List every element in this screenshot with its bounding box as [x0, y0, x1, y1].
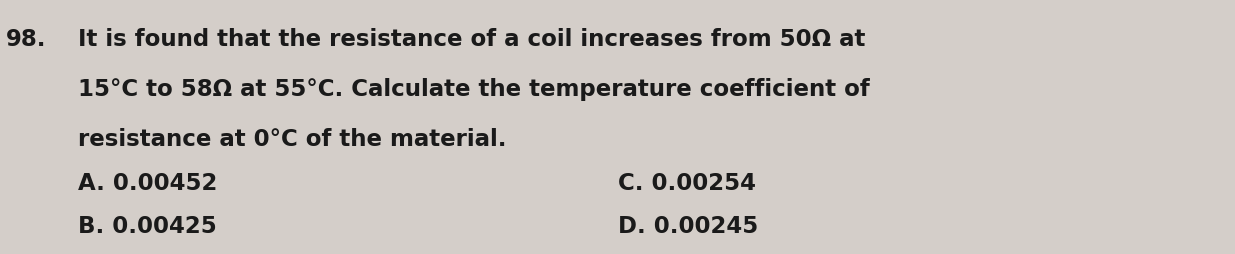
Text: 98.: 98. [6, 28, 47, 51]
Text: It is found that the resistance of a coil increases from 50Ω at: It is found that the resistance of a coi… [78, 28, 866, 51]
Text: C. 0.00254: C. 0.00254 [618, 171, 756, 194]
Text: 15°C to 58Ω at 55°C. Calculate the temperature coefficient of: 15°C to 58Ω at 55°C. Calculate the tempe… [78, 78, 869, 101]
Text: A. 0.00452: A. 0.00452 [78, 171, 217, 194]
Text: resistance at 0°C of the material.: resistance at 0°C of the material. [78, 128, 506, 150]
Text: D. 0.00245: D. 0.00245 [618, 214, 758, 237]
Text: B. 0.00425: B. 0.00425 [78, 214, 216, 237]
